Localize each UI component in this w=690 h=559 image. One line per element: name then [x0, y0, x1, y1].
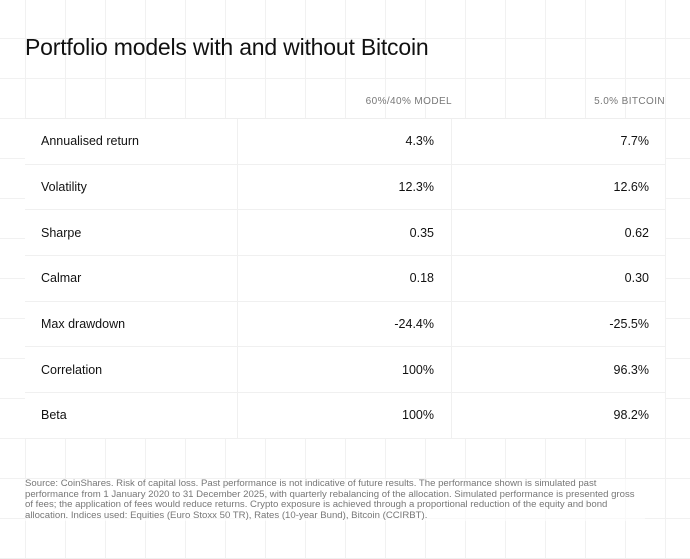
metric-label: Calmar	[25, 256, 238, 301]
metric-label: Annualised return	[25, 119, 238, 164]
table-row: Volatility 12.3% 12.6%	[25, 164, 665, 211]
bitcoin-value: 0.30	[624, 271, 649, 286]
table-row: Calmar 0.18 0.30	[25, 256, 665, 302]
bitcoin-value: 12.6%	[613, 180, 649, 195]
model-value: 12.3%	[238, 164, 452, 210]
metric-label: Sharpe	[25, 210, 238, 256]
table-row: Beta 100% 98.2%	[25, 393, 665, 439]
model-value: 0.35	[238, 210, 452, 256]
table-row: Annualised return 4.3% 7.7%	[25, 119, 665, 165]
model-value: -24.4%	[238, 301, 452, 347]
table-row: Max drawdown -24.4% -25.5%	[25, 301, 665, 348]
bitcoin-value: -25.5%	[609, 317, 649, 332]
footnote: Source: CoinShares. Risk of capital loss…	[25, 478, 645, 522]
metric-label: Correlation	[25, 347, 238, 393]
bitcoin-value: 7.7%	[620, 134, 650, 149]
metric-label: Max drawdown	[25, 301, 238, 347]
metrics-table: Annualised return 4.3% 7.7% Volatility 12.3%…	[25, 118, 665, 439]
table-row: Sharpe 0.35 0.62	[25, 210, 665, 257]
column-header-model: 60%/40% MODEL	[365, 96, 452, 107]
model-value: 100%	[238, 393, 452, 438]
column-header-bitcoin: 5.0% BITCOIN	[594, 96, 665, 107]
bitcoin-value: 96.3%	[613, 362, 649, 377]
bitcoin-value: 0.62	[624, 225, 649, 240]
model-value: 0.18	[238, 256, 452, 301]
page-title: Portfolio models with and without Bitcoi…	[25, 34, 429, 60]
metric-label: Volatility	[25, 164, 238, 210]
model-value: 100%	[238, 347, 452, 393]
table-row: Correlation 100% 96.3%	[25, 347, 665, 394]
bitcoin-value: 98.2%	[613, 408, 649, 423]
model-value: 4.3%	[238, 119, 452, 164]
metric-label: Beta	[25, 393, 238, 438]
